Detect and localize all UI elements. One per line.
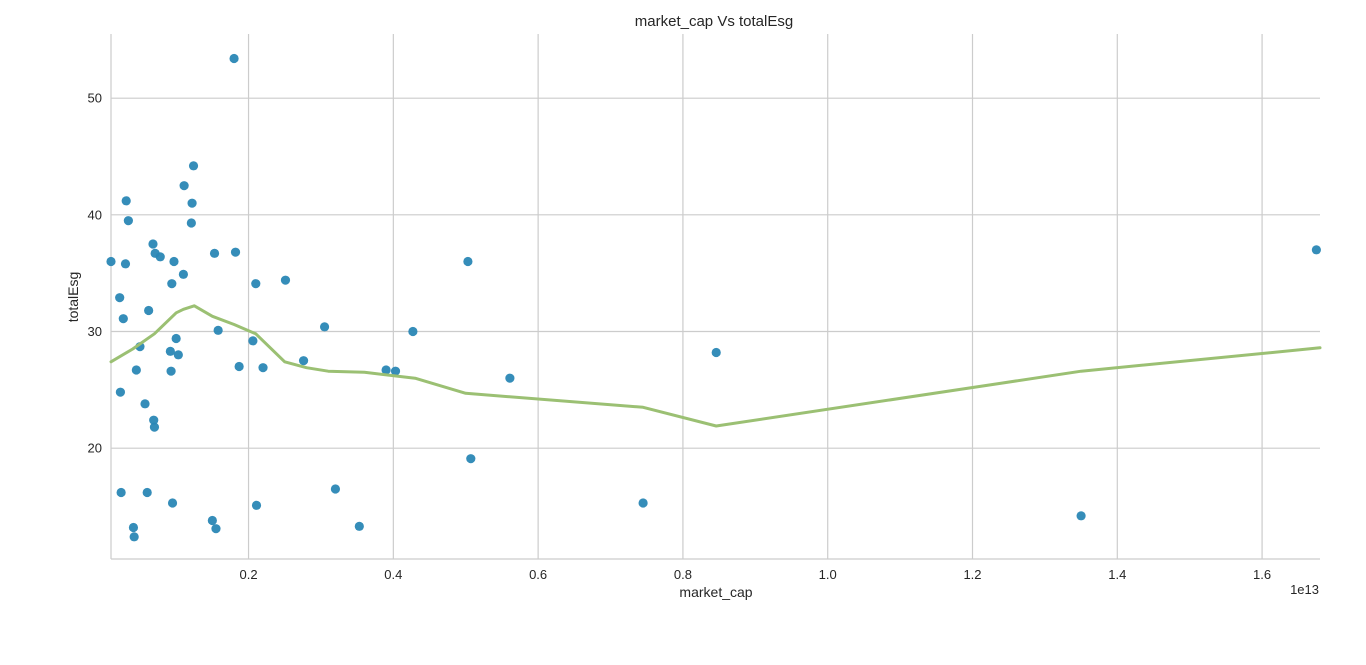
scatter-point: [171, 333, 181, 344]
scatter-point: [173, 350, 183, 360]
scatter-point: [207, 515, 217, 526]
scatter-point: [165, 346, 175, 356]
scatter-point: [131, 365, 141, 375]
scatter-point: [213, 325, 223, 335]
scatter-point: [106, 256, 116, 267]
scatter-point: [123, 216, 133, 226]
scatter-point: [330, 484, 341, 494]
scatter-points: [106, 53, 1321, 542]
x-axis-label: market_cap: [679, 584, 752, 600]
scatter-point: [128, 522, 139, 533]
scatter-point: [140, 399, 150, 409]
y-tick-label: 50: [88, 91, 102, 106]
scatter-point: [280, 275, 291, 285]
scatter-point: [258, 363, 268, 373]
scatter-point: [251, 500, 262, 510]
scatter-point: [144, 305, 154, 316]
x-tick-label: 1.4: [1108, 567, 1126, 582]
scatter-point: [229, 53, 239, 64]
y-tick-label: 30: [88, 324, 102, 339]
scatter-point: [179, 181, 189, 191]
scatter-point: [169, 256, 179, 267]
trend-line-layer: [109, 304, 1322, 428]
y-axis-label: totalEsg: [65, 272, 81, 323]
scatter-point: [298, 356, 309, 366]
trend-line: [109, 304, 1322, 428]
x-tick-label: 1.0: [819, 567, 837, 582]
x-tick-label: 0.2: [240, 567, 258, 582]
scatter-point: [116, 487, 126, 498]
scatter-point: [148, 239, 158, 249]
scatter-point: [381, 365, 391, 375]
scatter-point: [121, 196, 131, 206]
x-offset-label: 1e13: [1290, 582, 1319, 597]
scatter-point: [230, 247, 241, 257]
scatter-point: [354, 521, 364, 531]
scatter-point: [118, 314, 128, 324]
scatter-point: [115, 387, 126, 397]
x-tick-label: 1.2: [963, 567, 981, 582]
y-tick-labels: 20 30 40 50: [88, 91, 102, 456]
scatter-point: [1076, 511, 1086, 521]
y-tick-label: 20: [88, 441, 102, 456]
scatter-point: [390, 366, 401, 376]
scatter-point: [638, 498, 648, 508]
x-tick-label: 0.6: [529, 567, 547, 582]
scatter-point: [211, 524, 221, 534]
scatter-point: [187, 198, 197, 208]
scatter-point: [234, 361, 244, 372]
scatter-point: [167, 279, 177, 289]
chart-title: market_cap Vs totalEsg: [635, 13, 793, 30]
scatter-point: [1311, 245, 1321, 255]
scatter-point: [155, 252, 165, 262]
scatter-point: [149, 415, 159, 425]
scatter-point: [319, 322, 330, 332]
scatter-point: [178, 269, 188, 279]
scatter-point: [463, 256, 473, 267]
scatter-point: [505, 373, 515, 383]
grid: [111, 34, 1320, 559]
scatter-point: [142, 487, 152, 498]
scatter-point: [149, 422, 160, 432]
x-tick-label: 0.4: [384, 567, 402, 582]
scatter-point: [251, 279, 261, 289]
scatter-point: [248, 336, 258, 346]
scatter-point: [166, 366, 176, 376]
scatter-point: [115, 293, 125, 303]
scatter-point: [209, 248, 220, 258]
scatter-point: [120, 259, 131, 269]
scatter-point: [186, 218, 196, 228]
scatter-point: [466, 454, 476, 464]
scatter-point: [188, 161, 199, 171]
x-tick-label: 0.8: [674, 567, 692, 582]
scatter-point: [129, 532, 139, 542]
y-tick-label: 40: [88, 207, 102, 222]
x-tick-labels: 0.2 0.4 0.6 0.8 1.0 1.2 1.4 1.6: [240, 567, 1272, 582]
scatter-point: [167, 498, 178, 508]
scatter-point: [711, 347, 721, 358]
scatter-point: [408, 326, 418, 337]
x-tick-label: 1.6: [1253, 567, 1271, 582]
